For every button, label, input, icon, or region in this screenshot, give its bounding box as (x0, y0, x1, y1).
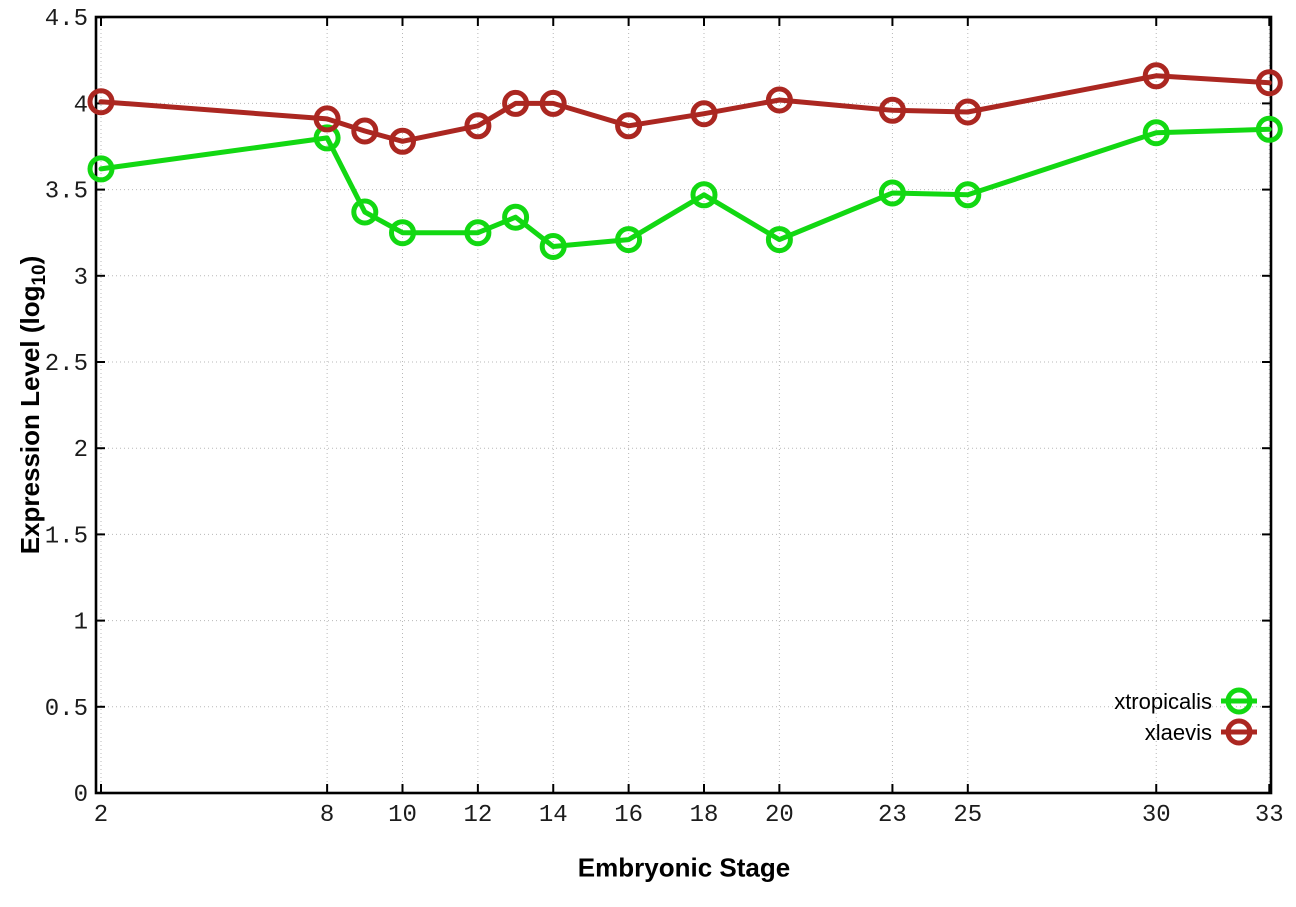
data-point-xtropicalis-stage-16 (615, 226, 643, 254)
legend-sample-marker-xtropicalis (1225, 687, 1253, 715)
x-tick-label: 8 (320, 802, 334, 829)
data-point-xlaevis-stage-16 (615, 112, 643, 140)
y-tick-label: 1 (74, 610, 88, 637)
data-point-xlaevis-stage-23 (878, 96, 906, 124)
x-axis-title: Embryonic Stage (577, 852, 791, 883)
x-tick-label: 10 (388, 802, 417, 829)
legend-label-xlaevis: xlaevis (1145, 720, 1212, 745)
y-tick-label: 3.5 (45, 179, 88, 206)
x-tick-label: 18 (690, 802, 719, 829)
x-tick-label: 2 (94, 802, 108, 829)
x-tick-label: 33 (1255, 802, 1284, 829)
data-point-xlaevis-stage-20 (765, 86, 793, 114)
y-axis-title-close: ) (14, 255, 45, 265)
y-tick-label: 0 (74, 782, 88, 809)
data-point-xtropicalis-stage-2 (87, 155, 115, 183)
data-point-xtropicalis-stage-12 (464, 219, 492, 247)
y-tick-label: 4 (74, 92, 88, 119)
data-point-xtropicalis-stage-25 (954, 181, 982, 209)
data-point-xtropicalis-stage-23 (878, 179, 906, 207)
data-point-xlaevis-stage-10 (389, 127, 416, 155)
x-tick-label: 25 (953, 802, 982, 829)
y-tick-label: 1.5 (45, 523, 88, 550)
data-point-xtropicalis-stage-33 (1255, 115, 1283, 143)
data-point-xtropicalis-stage-30 (1142, 119, 1170, 147)
plot-border (94, 15, 1273, 795)
data-point-xlaevis-stage-33 (1255, 69, 1283, 97)
x-tick-label: 14 (539, 802, 568, 829)
series-line-xtropicalis (98, 126, 1272, 249)
data-point-xlaevis-stage-12 (464, 112, 492, 140)
legend-sample-marker-xlaevis (1225, 718, 1253, 746)
x-tick-label: 20 (765, 802, 794, 829)
y-axis-title-subscript: 10 (29, 264, 51, 286)
y-axis-title: Expression Level (log10) (15, 256, 51, 555)
data-point-xlaevis-stage-9 (351, 117, 379, 145)
x-tick-label: 23 (878, 802, 907, 829)
data-point-xlaevis-stage-25 (954, 98, 982, 126)
y-tick-label: 4.5 (45, 6, 88, 33)
y-tick-label: 2 (74, 437, 88, 464)
data-point-xlaevis-stage-30 (1142, 62, 1170, 90)
y-tick-label: 2.5 (45, 351, 88, 378)
y-tick-label: 3 (74, 265, 88, 292)
data-point-xtropicalis-stage-9 (351, 198, 379, 226)
data-point-xtropicalis-stage-14 (539, 233, 567, 260)
x-tick-label: 12 (463, 802, 492, 829)
data-point-xtropicalis-stage-8 (313, 124, 341, 152)
data-point-xtropicalis-stage-13 (502, 203, 530, 231)
data-point-xlaevis-stage-18 (690, 100, 718, 128)
data-point-xlaevis-stage-2 (87, 88, 115, 116)
legend-label-xtropicalis: xtropicalis (1114, 689, 1212, 714)
y-tick-label: 0.5 (45, 696, 88, 723)
x-tick-label: 16 (614, 802, 643, 829)
x-tick-label: 30 (1142, 802, 1171, 829)
data-point-xlaevis-stage-8 (313, 105, 341, 133)
data-point-xtropicalis-stage-10 (389, 219, 416, 247)
data-point-xlaevis-stage-14 (539, 89, 567, 117)
data-point-xtropicalis-stage-18 (690, 181, 718, 209)
y-axis-title-text: Expression Level (log (14, 285, 45, 555)
data-point-xtropicalis-stage-20 (765, 226, 793, 254)
data-point-xlaevis-stage-13 (502, 89, 530, 117)
series-line-xlaevis (98, 73, 1272, 144)
